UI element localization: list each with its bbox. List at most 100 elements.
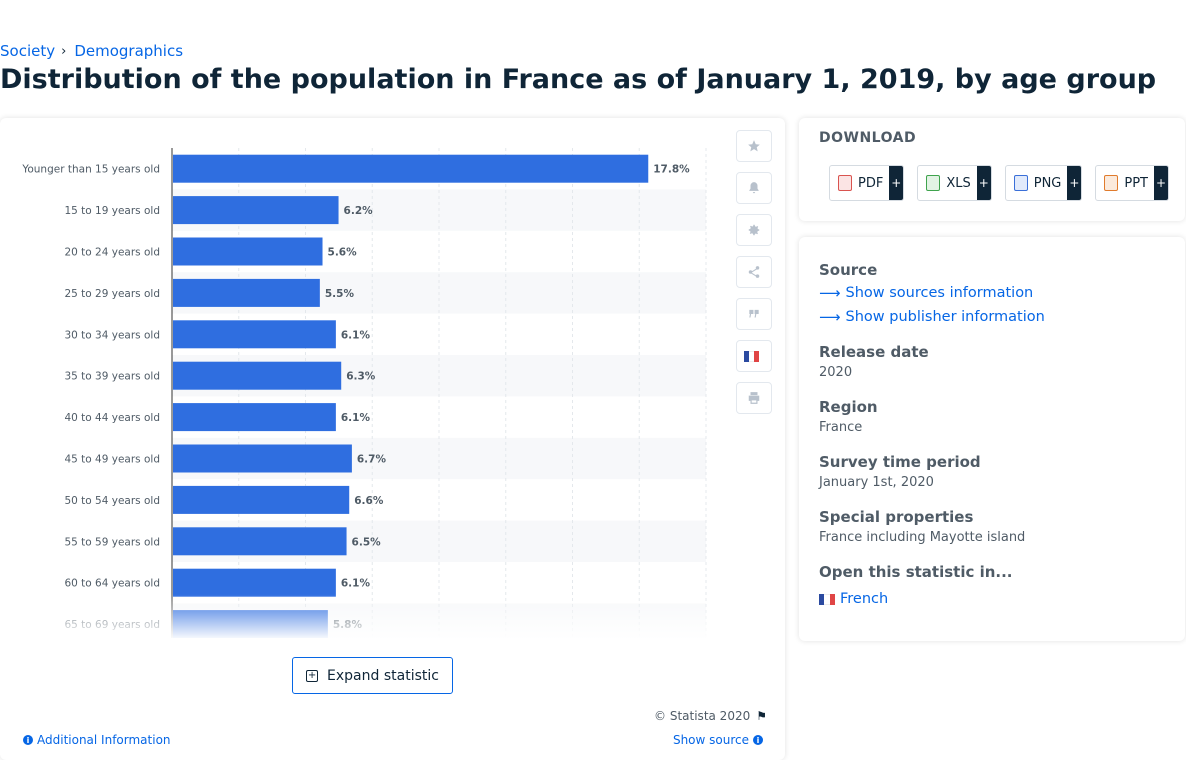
category-label: 60 to 64 years old xyxy=(64,578,160,590)
source-heading: Source xyxy=(819,261,877,279)
category-label: 30 to 34 years old xyxy=(64,329,160,341)
additional-information-link[interactable]: i Additional Information xyxy=(19,733,171,747)
bar xyxy=(173,279,320,307)
download-ppt-label: PPT xyxy=(1124,176,1148,191)
info-icon: i xyxy=(753,735,763,745)
special-properties-value: France including Mayotte island xyxy=(819,530,1025,545)
download-title: DOWNLOAD xyxy=(819,130,916,146)
settings-button[interactable] xyxy=(736,214,772,246)
value-label: 5.6% xyxy=(328,247,358,259)
open-in-french-label: French xyxy=(840,591,888,607)
additional-information-label: Additional Information xyxy=(37,733,171,747)
gear-icon xyxy=(747,223,761,237)
breadcrumb-separator: › xyxy=(61,44,66,59)
value-label: 5.5% xyxy=(325,288,355,300)
bell-icon xyxy=(747,181,761,195)
plus-icon: + xyxy=(1067,166,1081,200)
survey-period-value: January 1st, 2020 xyxy=(819,475,934,490)
value-label: 6.5% xyxy=(352,536,382,548)
bar xyxy=(173,403,336,431)
category-label: 25 to 29 years old xyxy=(64,288,160,300)
survey-period-heading: Survey time period xyxy=(819,453,981,471)
bar xyxy=(173,238,323,266)
chart-card: Younger than 15 years old 17.8% 15 to 19 y… xyxy=(0,118,785,760)
print-icon xyxy=(747,391,761,405)
expand-statistic-button[interactable]: + Expand statistic xyxy=(292,657,453,694)
bar xyxy=(173,610,328,638)
category-label: 45 to 49 years old xyxy=(64,454,160,466)
open-in-french-link[interactable]: French xyxy=(819,591,888,607)
chart-area: Younger than 15 years old 17.8% 15 to 19 y… xyxy=(0,118,730,638)
french-flag-icon xyxy=(744,351,760,362)
show-publisher-link[interactable]: ⟶ Show publisher information xyxy=(819,308,1045,326)
region-heading: Region xyxy=(819,398,878,416)
cite-button[interactable] xyxy=(736,298,772,330)
category-label: 65 to 69 years old xyxy=(64,619,160,631)
open-statistic-heading: Open this statistic in... xyxy=(819,563,1013,581)
value-label: 6.2% xyxy=(344,205,374,217)
value-label: 6.3% xyxy=(346,371,376,383)
ppt-file-icon xyxy=(1104,175,1118,191)
french-flag-icon xyxy=(819,594,835,605)
value-label: 5.8% xyxy=(333,619,363,631)
download-xls-label: XLS xyxy=(946,176,970,191)
special-properties-heading: Special properties xyxy=(819,508,973,526)
plus-icon: + xyxy=(889,166,903,200)
info-icon: i xyxy=(23,735,33,745)
report-flag-icon[interactable]: ⚑ xyxy=(756,709,767,723)
show-source-label: Show source xyxy=(673,733,749,747)
category-label: 40 to 44 years old xyxy=(64,412,160,424)
share-button[interactable] xyxy=(736,256,772,288)
breadcrumb-demographics[interactable]: Demographics xyxy=(74,42,183,60)
star-icon xyxy=(747,139,761,153)
bar xyxy=(173,362,341,390)
release-date-heading: Release date xyxy=(819,343,929,361)
region-value: France xyxy=(819,420,862,435)
bar xyxy=(173,155,648,183)
bar xyxy=(173,196,339,224)
download-ppt-button[interactable]: PPT + xyxy=(1095,165,1169,201)
value-label: 6.1% xyxy=(341,329,371,341)
copyright-text: © Statista 2020 xyxy=(654,709,750,723)
share-icon xyxy=(747,265,761,279)
breadcrumb-society[interactable]: Society xyxy=(0,42,55,60)
value-label: 6.7% xyxy=(357,454,387,466)
download-png-button[interactable]: PNG + xyxy=(1005,165,1083,201)
favorite-button[interactable] xyxy=(736,130,772,162)
show-publisher-label: Show publisher information xyxy=(846,309,1045,325)
page-title: Distribution of the population in France… xyxy=(0,64,1156,95)
arrow-right-icon: ⟶ xyxy=(819,284,841,302)
show-source-link[interactable]: Show source i xyxy=(673,733,767,747)
bar xyxy=(173,527,347,555)
category-label: 55 to 59 years old xyxy=(64,536,160,548)
chart-tools xyxy=(736,130,772,424)
png-file-icon xyxy=(1014,175,1028,191)
arrow-right-icon: ⟶ xyxy=(819,308,841,326)
download-xls-button[interactable]: XLS + xyxy=(917,165,991,201)
copyright: © Statista 2020 ⚑ xyxy=(654,709,767,723)
bar xyxy=(173,445,352,473)
pdf-file-icon xyxy=(838,175,852,191)
show-sources-label: Show sources information xyxy=(846,285,1034,301)
expand-statistic-label: Expand statistic xyxy=(327,668,439,684)
download-card: DOWNLOAD PDF + XLS + PNG + PPT + xyxy=(799,118,1185,221)
bar-chart: Younger than 15 years old 17.8% 15 to 19 y… xyxy=(0,118,730,638)
category-label: 15 to 19 years old xyxy=(64,205,160,217)
category-label: 50 to 54 years old xyxy=(64,495,160,507)
value-label: 6.1% xyxy=(341,578,371,590)
value-label: 6.6% xyxy=(354,495,384,507)
value-label: 6.1% xyxy=(341,412,371,424)
value-label: 17.8% xyxy=(653,164,690,176)
download-png-label: PNG xyxy=(1034,176,1062,191)
breadcrumb: Society › Demographics xyxy=(0,42,183,60)
xls-file-icon xyxy=(926,175,940,191)
bar xyxy=(173,569,336,597)
language-button[interactable] xyxy=(736,340,772,372)
print-button[interactable] xyxy=(736,382,772,414)
show-sources-link[interactable]: ⟶ Show sources information xyxy=(819,284,1033,302)
category-label: 35 to 39 years old xyxy=(64,371,160,383)
alert-button[interactable] xyxy=(736,172,772,204)
download-pdf-button[interactable]: PDF + xyxy=(829,165,904,201)
category-label: 20 to 24 years old xyxy=(64,247,160,259)
source-card: Source ⟶ Show sources information ⟶ Show… xyxy=(799,237,1185,641)
